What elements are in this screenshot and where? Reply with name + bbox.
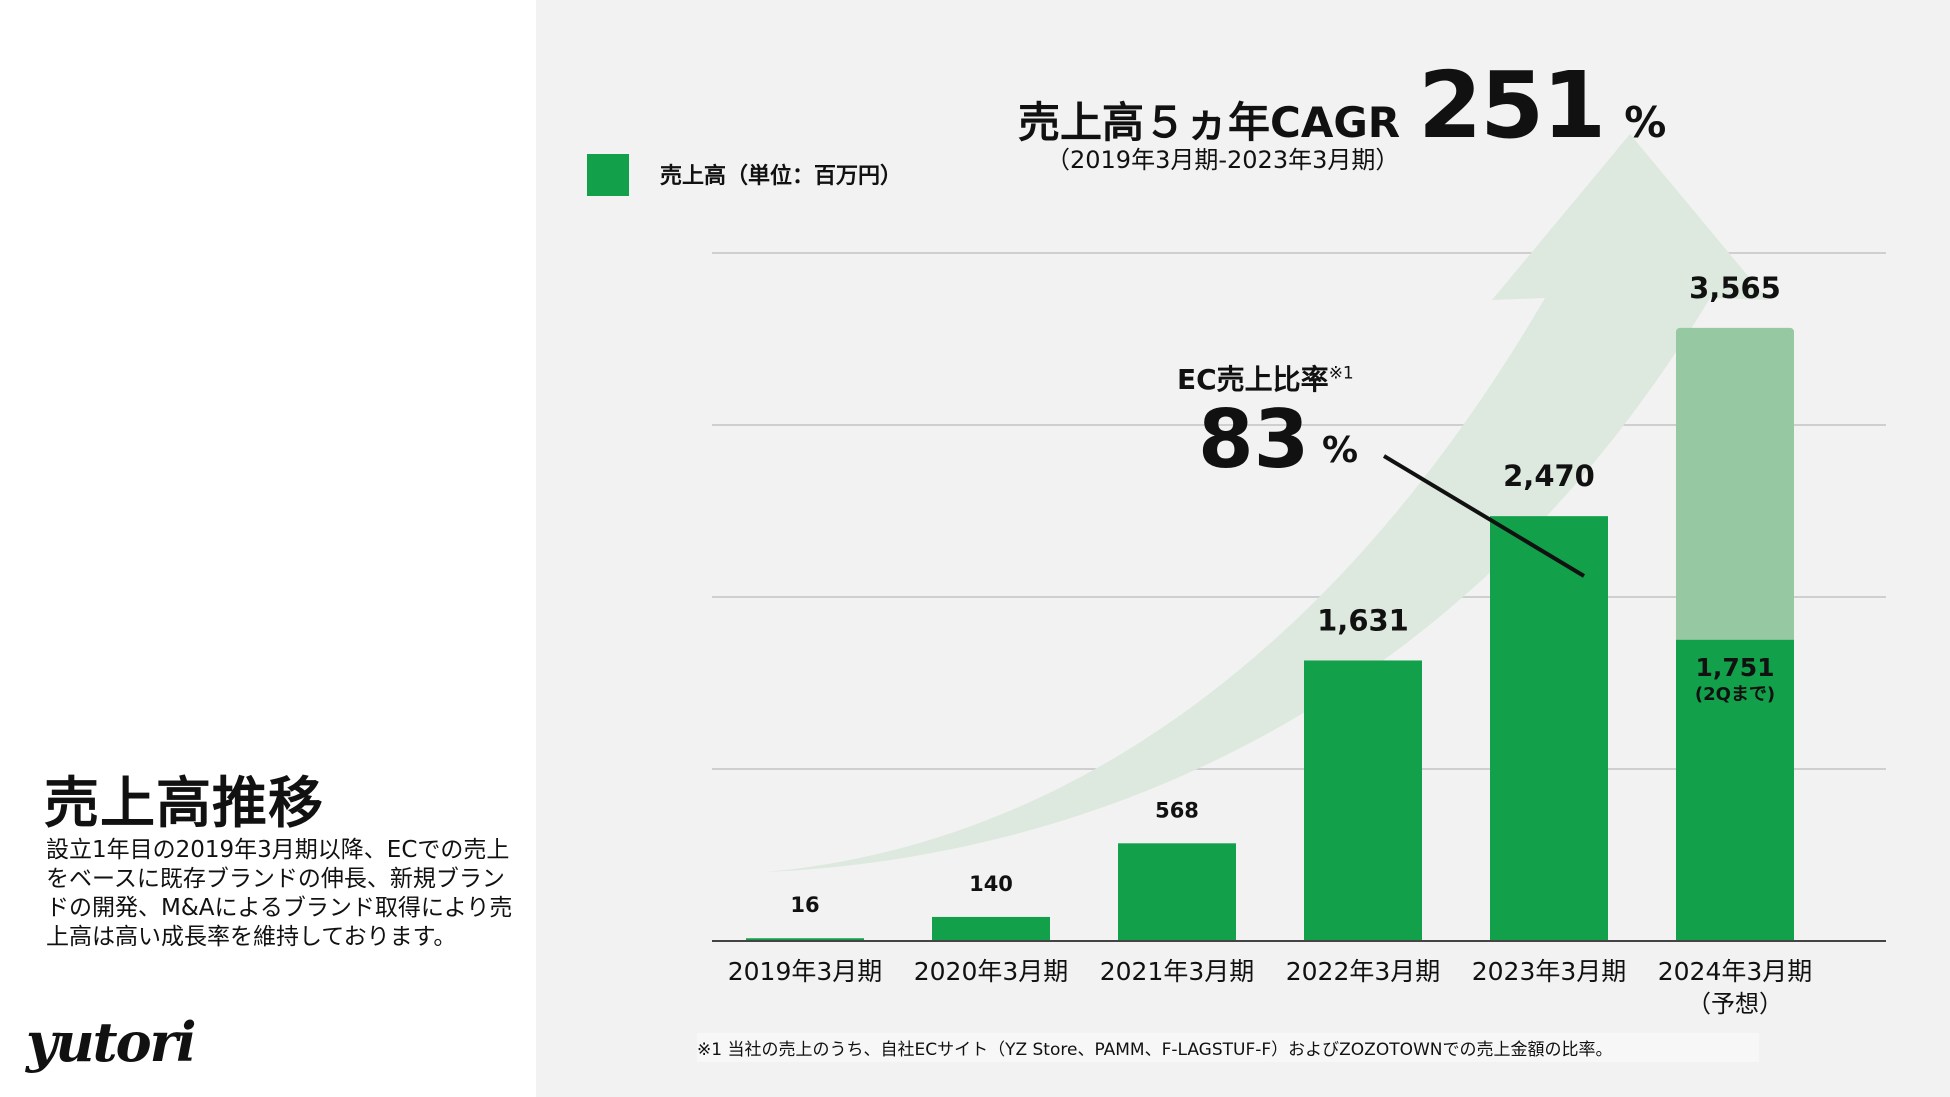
x-tick-sublabel: （予想） — [1687, 990, 1783, 1018]
data-label: 1,631 — [1317, 603, 1409, 637]
bar — [1118, 843, 1236, 941]
growth-arrow — [765, 134, 1768, 872]
bars — [746, 327, 1794, 942]
legend-label: 売上高（単位：百万円） — [660, 164, 903, 189]
cagr-label: 売上高５ヵ年CAGR — [1018, 98, 1401, 147]
bar-inner-sublabel: (2Qまで) — [1695, 684, 1775, 705]
legend-swatch — [587, 154, 629, 196]
bar — [746, 938, 864, 942]
data-label: 140 — [969, 872, 1013, 896]
cagr-period: （2019年3月期-2023年3月期） — [1046, 146, 1400, 174]
left-panel: 売上高推移 設立1年目の2019年3月期以降、ECでの売上をベースに既存ブランド… — [0, 0, 536, 1097]
bar-2q-actual — [1676, 639, 1794, 941]
x-tick-label: 2021年3月期 — [1100, 957, 1255, 986]
x-tick-label: 2020年3月期 — [914, 957, 1069, 986]
footnote: ※1 当社の売上のうち、自社ECサイト（YZ Store、PAMM、F-LAGS… — [697, 1033, 1759, 1062]
ec-note-mark: ※1 — [1328, 363, 1354, 384]
ec-ratio-label-text: EC売上比率 — [1177, 363, 1329, 396]
description: 設立1年目の2019年3月期以降、ECでの売上をベースに既存ブランドの伸長、新規… — [46, 837, 513, 950]
bar-inner-label: 1,751 — [1695, 653, 1774, 682]
bar — [1304, 660, 1422, 941]
x-tick-label: 2019年3月期 — [728, 957, 883, 986]
x-tick-label: 2023年3月期 — [1472, 957, 1627, 986]
data-label: 16 — [790, 893, 819, 917]
ec-ratio-label: EC売上比率※1 — [1177, 358, 1354, 398]
yutori-logo: yutori — [26, 1010, 197, 1074]
labels: 16 2019年3月期 140 2020年3月期 568 2021年3月期 1,631 202… — [728, 271, 1813, 1018]
page-title: 売上高推移 — [44, 771, 325, 835]
data-label: 568 — [1155, 798, 1199, 822]
bar — [932, 916, 1050, 941]
cagr-value: 251 — [1418, 52, 1606, 159]
bar — [1490, 516, 1608, 941]
cagr-unit: % — [1624, 98, 1667, 147]
data-label: 2,470 — [1503, 459, 1595, 493]
ec-callout-line — [1382, 454, 1586, 578]
x-tick-label: 2022年3月期 — [1286, 957, 1441, 986]
x-tick-label: 2024年3月期 — [1658, 957, 1813, 986]
ec-ratio-value: 83 — [1198, 393, 1310, 486]
data-label: 3,565 — [1689, 271, 1781, 305]
cagr-headline: 売上高５ヵ年CAGR 251% — [1018, 52, 1666, 159]
ec-ratio-unit: % — [1322, 430, 1359, 471]
